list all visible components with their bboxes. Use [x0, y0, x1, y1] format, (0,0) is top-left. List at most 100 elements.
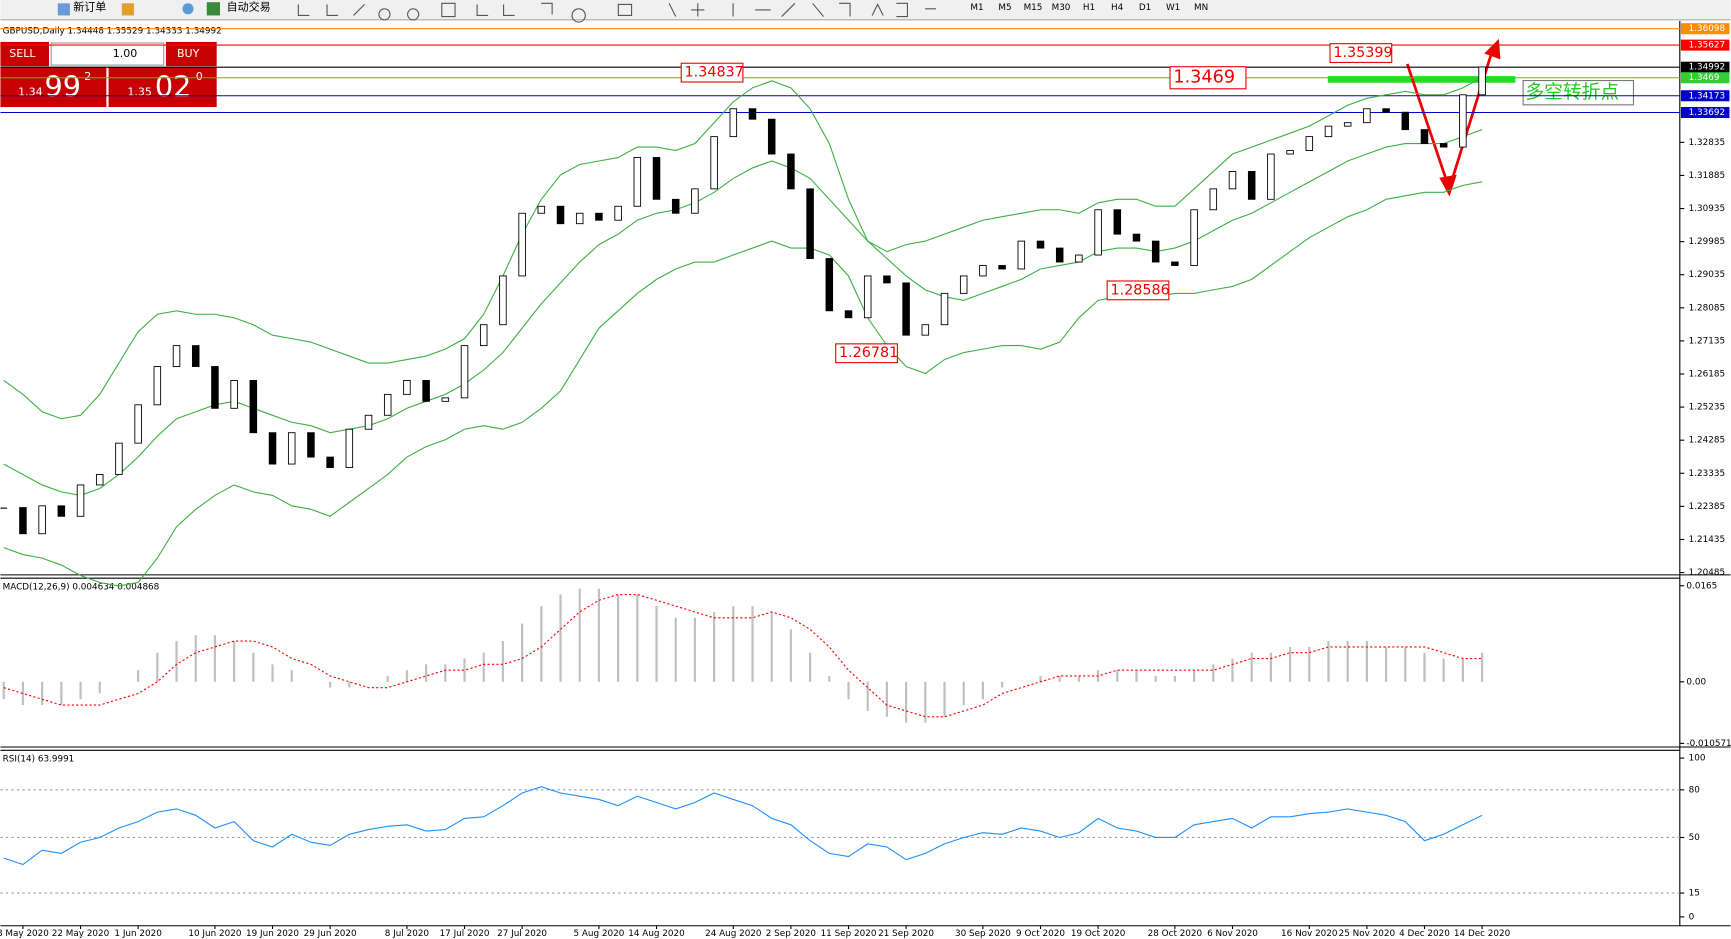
- candle: [1343, 122, 1352, 127]
- candle: [556, 205, 565, 225]
- buy-price-box[interactable]: [108, 67, 217, 108]
- rsi-line: [3, 786, 1483, 866]
- y-tick-label: 1.27135: [1689, 336, 1725, 346]
- price-annotation: 1.3469: [1173, 68, 1235, 88]
- y-tick-label: 0.0165: [1686, 581, 1717, 591]
- level-label: 1.34992: [1689, 63, 1725, 73]
- timeframe[interactable]: M1: [970, 3, 983, 13]
- candle: [691, 188, 699, 214]
- candle: [825, 258, 834, 312]
- macd-title: MACD(12,26,9) 0.004634 0.004868: [3, 583, 160, 593]
- candle: [1209, 188, 1218, 211]
- price-annotation: 1.34837: [685, 65, 744, 81]
- auto-trade[interactable]: 自动交易: [227, 0, 271, 14]
- y-tick-label: 1.22385: [1689, 502, 1725, 512]
- new-order[interactable]: 新订单: [73, 0, 106, 14]
- x-tick-label: 25 Nov 2020: [1339, 929, 1396, 939]
- candle: [1075, 254, 1083, 263]
- candle: [345, 428, 354, 468]
- chart-title: GBPUSD,Daily 1.34448 1.35529 1.34333 1.3…: [3, 26, 222, 36]
- y-tick-label: 0: [1689, 912, 1695, 922]
- candle: [1363, 108, 1371, 124]
- y-tick-label: 80: [1689, 785, 1701, 795]
- y-tick-label: 15: [1689, 889, 1700, 899]
- candle: [1459, 94, 1467, 148]
- timeframe[interactable]: D1: [1139, 3, 1151, 13]
- note-box: [1522, 79, 1635, 106]
- lots-field[interactable]: [50, 42, 165, 66]
- candle: [518, 212, 526, 277]
- candle: [1113, 209, 1122, 235]
- y-tick-label: 1.29035: [1689, 270, 1725, 280]
- x-tick-label: 5 Aug 2020: [573, 929, 624, 939]
- buy-price-big: 1.35: [127, 86, 152, 99]
- y-tick-label: 1.31885: [1689, 171, 1725, 181]
- x-tick-label: 28 Oct 2020: [1148, 929, 1203, 939]
- candle: [1036, 240, 1045, 249]
- timeframe[interactable]: M15: [1024, 3, 1043, 13]
- buy-button[interactable]: [165, 41, 217, 67]
- candle: [844, 310, 853, 319]
- timeframe[interactable]: H4: [1111, 3, 1124, 13]
- buy-price-frac: 0: [196, 70, 203, 83]
- sell-button[interactable]: [0, 41, 49, 67]
- level-tag: [1680, 90, 1730, 102]
- buy-price-pips: 02: [155, 69, 191, 103]
- timeframe[interactable]: M5: [998, 3, 1011, 13]
- toolbar-icon[interactable]: [182, 3, 194, 15]
- level-label: 1.35627: [1689, 41, 1725, 51]
- toolbar-icon[interactable]: [121, 3, 134, 16]
- level-label: 1.36098: [1689, 24, 1725, 34]
- y-tick-label: 1.26185: [1689, 370, 1725, 380]
- level-tag: [1680, 61, 1730, 73]
- sell-label[interactable]: SELL: [9, 47, 36, 60]
- lots-value[interactable]: 1.00: [113, 47, 138, 60]
- candle: [1151, 240, 1160, 263]
- timeframe[interactable]: H1: [1083, 3, 1095, 13]
- price-annotation-box: [680, 62, 744, 83]
- candle: [326, 456, 334, 468]
- y-tick-label: 1.23335: [1689, 469, 1725, 479]
- candle: [729, 108, 738, 138]
- timeframe[interactable]: MN: [1194, 3, 1208, 13]
- timeframe[interactable]: M30: [1052, 3, 1071, 13]
- y-tick-label: 1.24285: [1689, 436, 1725, 446]
- level-tag: [1680, 39, 1730, 51]
- y-tick-label: 1.20485: [1689, 568, 1725, 578]
- timeframe[interactable]: W1: [1166, 3, 1180, 13]
- new-order-icon[interactable]: [57, 3, 70, 16]
- candle: [671, 198, 680, 214]
- x-tick-label: 9 Oct 2020: [1016, 929, 1065, 939]
- candle: [959, 275, 968, 294]
- toolbar: [0, 0, 1731, 20]
- x-tick-label: 6 Nov 2020: [1207, 929, 1258, 939]
- price-annotation-box: [1106, 280, 1170, 301]
- candle: [307, 432, 315, 458]
- level-label: 1.33692: [1689, 108, 1725, 118]
- level-tag: [1680, 23, 1730, 35]
- buy-label[interactable]: BUY: [177, 47, 200, 60]
- x-tick-label: 21 Sep 2020: [878, 929, 934, 939]
- x-tick-label: 1 Jun 2020: [114, 929, 162, 939]
- x-tick-label: 11 Sep 2020: [821, 929, 877, 939]
- sell-price-box[interactable]: [0, 67, 107, 108]
- auto-trade-icon[interactable]: [206, 2, 221, 16]
- level-tag: [1680, 106, 1730, 119]
- price-annotation: 1.26781: [839, 345, 898, 361]
- candle: [979, 265, 987, 277]
- y-tick-label: 1.25235: [1689, 403, 1725, 413]
- sell-price-big: 1.34: [18, 86, 43, 99]
- level-label: 1.34173: [1689, 91, 1725, 101]
- y-tick-label: -0.010571: [1686, 739, 1731, 749]
- candle: [230, 380, 238, 409]
- x-tick-label: 2 Sep 2020: [766, 929, 817, 939]
- y-tick-label: 1.28085: [1689, 303, 1725, 313]
- candle: [287, 432, 296, 465]
- candle: [211, 366, 219, 409]
- toolbar-glyphs: [297, 2, 937, 23]
- candle: [863, 275, 872, 319]
- x-tick-label: 8 May 2020: [0, 929, 49, 939]
- candle: [1228, 171, 1237, 190]
- candle: [921, 324, 930, 336]
